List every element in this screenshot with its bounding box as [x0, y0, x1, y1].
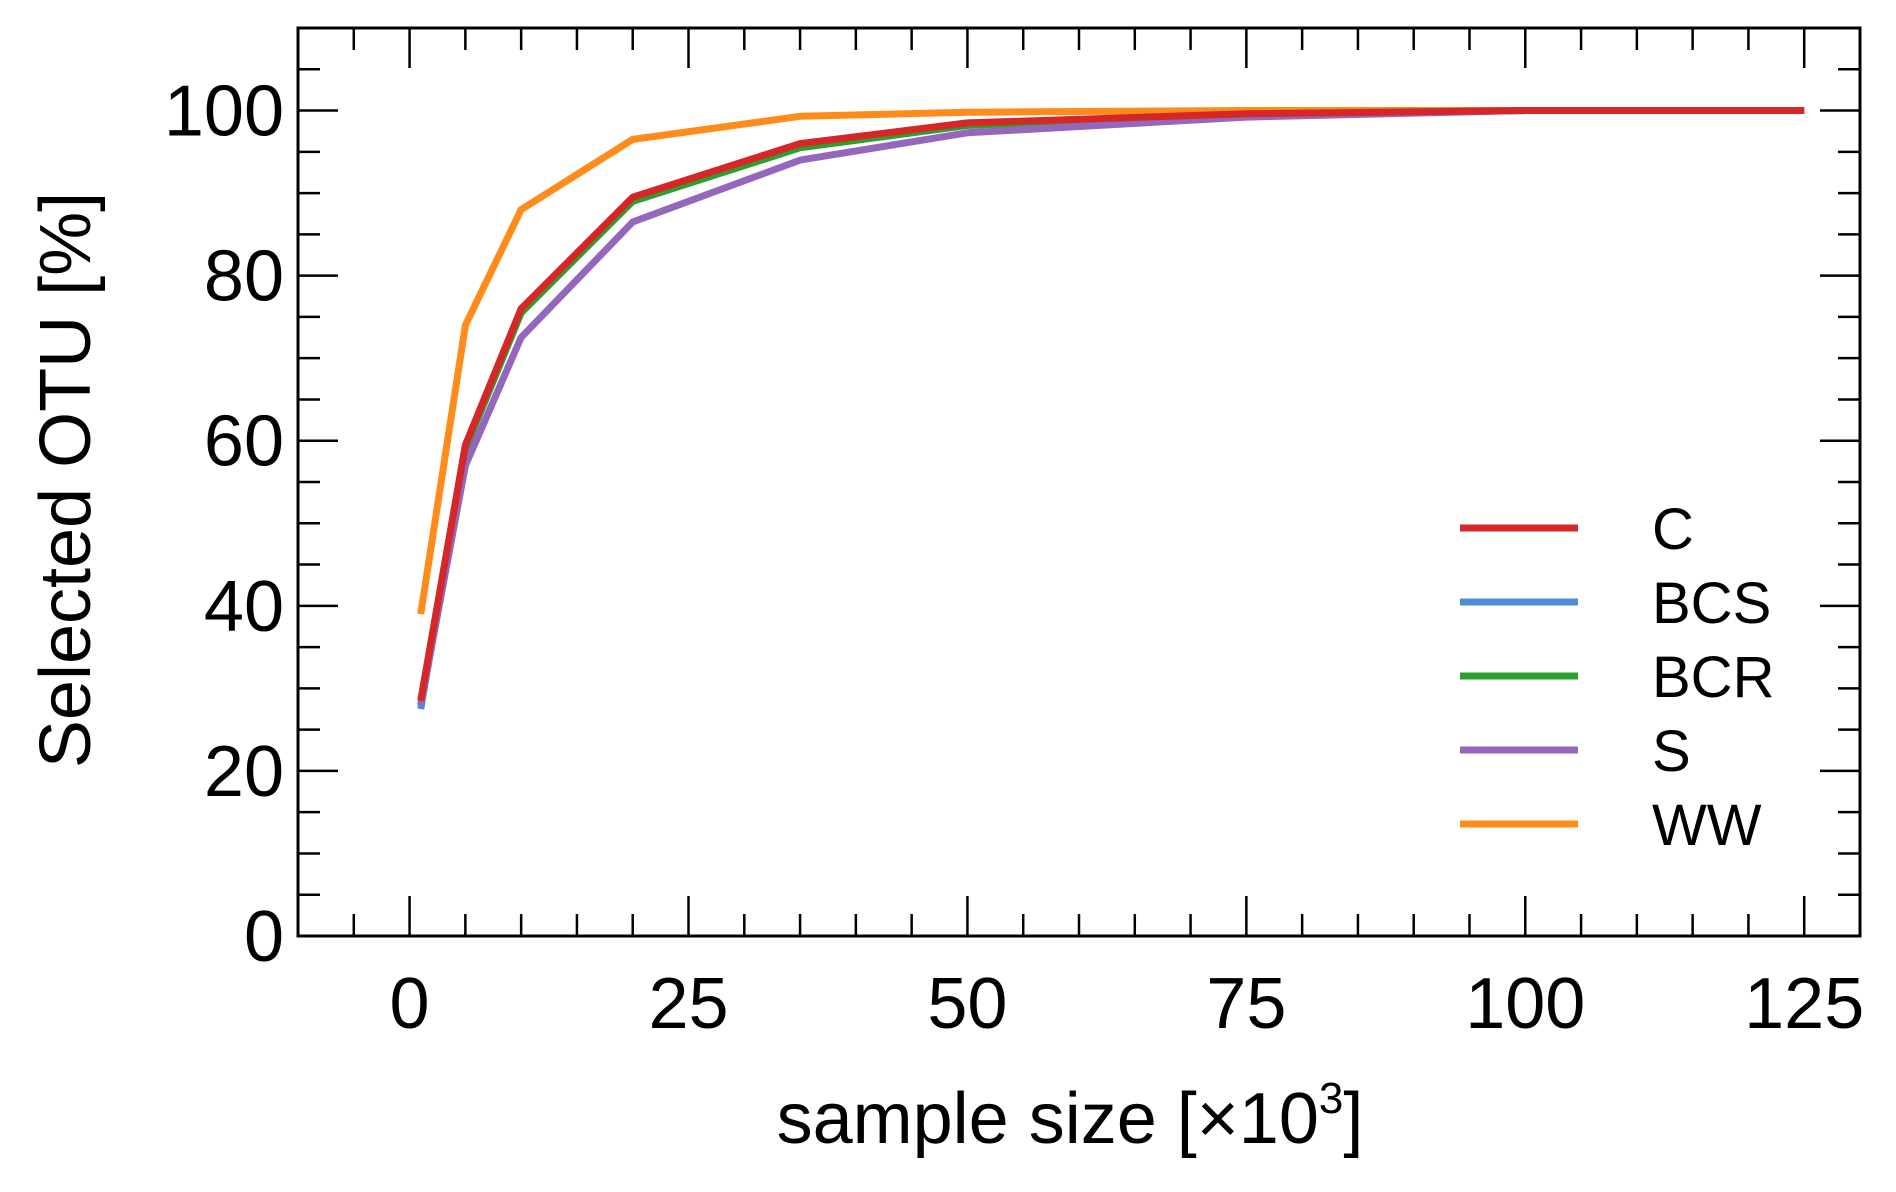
- ticks: [298, 26, 1860, 938]
- plot-frame: [296, 26, 1862, 938]
- plot-area: [298, 28, 1860, 936]
- x-tick-label: 0: [390, 964, 430, 1044]
- y-tick-label: 80: [204, 237, 284, 317]
- y-tick-label: 100: [164, 72, 284, 152]
- legend-label-c: C: [1652, 497, 1694, 562]
- y-tick-label: 0: [244, 897, 284, 977]
- x-tick-label: 75: [1206, 964, 1286, 1044]
- x-tick-label: 25: [648, 964, 728, 1044]
- x-tick-label: 100: [1465, 964, 1585, 1044]
- x-tick-label: 50: [927, 964, 1007, 1044]
- y-tick-label: 20: [204, 732, 284, 812]
- series-lines: [417, 107, 1805, 710]
- legend: C BCS BCR S WW: [1460, 497, 1774, 858]
- y-tick-label: 60: [204, 402, 284, 482]
- y-axis-title: Selected OTU [%]: [26, 192, 106, 768]
- series-line-c: [417, 107, 1805, 702]
- legend-label-bcr: BCR: [1652, 645, 1774, 710]
- legend-label-ww: WW: [1652, 793, 1762, 858]
- legend-label-s: S: [1652, 719, 1691, 784]
- y-tick-label: 40: [204, 567, 284, 647]
- legend-label-bcs: BCS: [1652, 571, 1771, 636]
- tick-labels: 0 25 50 75 100 125 0 20 40 60 80 100: [164, 72, 1864, 1044]
- x-axis-title: sample size [×103]: [777, 1074, 1364, 1159]
- x-tick-label: 125: [1744, 964, 1864, 1044]
